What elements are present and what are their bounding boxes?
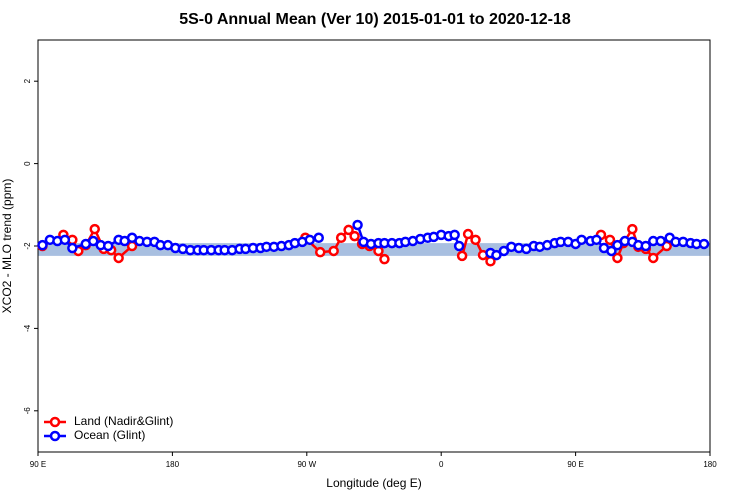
data-point [304,234,316,246]
data-point [606,245,617,257]
data-point [449,229,460,241]
data-point [612,239,623,251]
data-point [655,235,666,247]
y-tick-label: -2 [23,242,32,250]
data-point [648,252,659,264]
legend-label: Land (Nadir&Glint) [74,414,173,428]
data-point [59,234,71,246]
x-tick-label: 180 [703,460,717,469]
y-axis-label: XCO2 - MLO trend (ppm) [0,179,14,314]
data-point [453,240,465,252]
data-point [37,239,48,251]
legend-marker [49,416,61,428]
data-point [456,250,468,262]
data-point [113,252,124,264]
x-tick-label: 90 E [567,460,583,469]
data-point [491,249,502,261]
data-point [462,228,474,240]
x-tick-label: 180 [166,460,180,469]
y-tick-label: -6 [23,407,32,415]
data-point [343,224,354,236]
data-point [604,234,616,246]
data-point [88,235,99,247]
data-point [576,234,587,246]
x-tick-label: 90 W [297,460,316,469]
data-point [314,246,326,258]
x-axis-label: Longitude (deg E) [326,476,421,490]
x-tick-label: 90 E [30,460,46,469]
chart-title: 5S-0 Annual Mean (Ver 10) 2015-01-01 to … [179,11,571,28]
data-point [698,238,710,250]
legend-label: Ocean (Glint) [74,428,145,442]
data-point [498,245,510,257]
data-point [67,242,78,254]
data-point [328,245,339,257]
data-point [591,234,602,246]
data-point [349,230,360,242]
data-point [627,223,638,235]
data-point [470,234,481,246]
data-point [102,240,114,252]
data-point [313,232,324,244]
data-point [89,223,100,235]
y-tick-label: 2 [23,78,32,83]
y-tick-label: -4 [23,324,32,332]
y-tick-label: 0 [23,161,32,166]
data-point [640,240,652,252]
legend-marker [49,430,61,442]
x-tick-label: 0 [439,460,444,469]
data-point [352,219,363,231]
data-point [612,252,623,264]
data-point [335,232,347,244]
data-point [379,253,390,265]
